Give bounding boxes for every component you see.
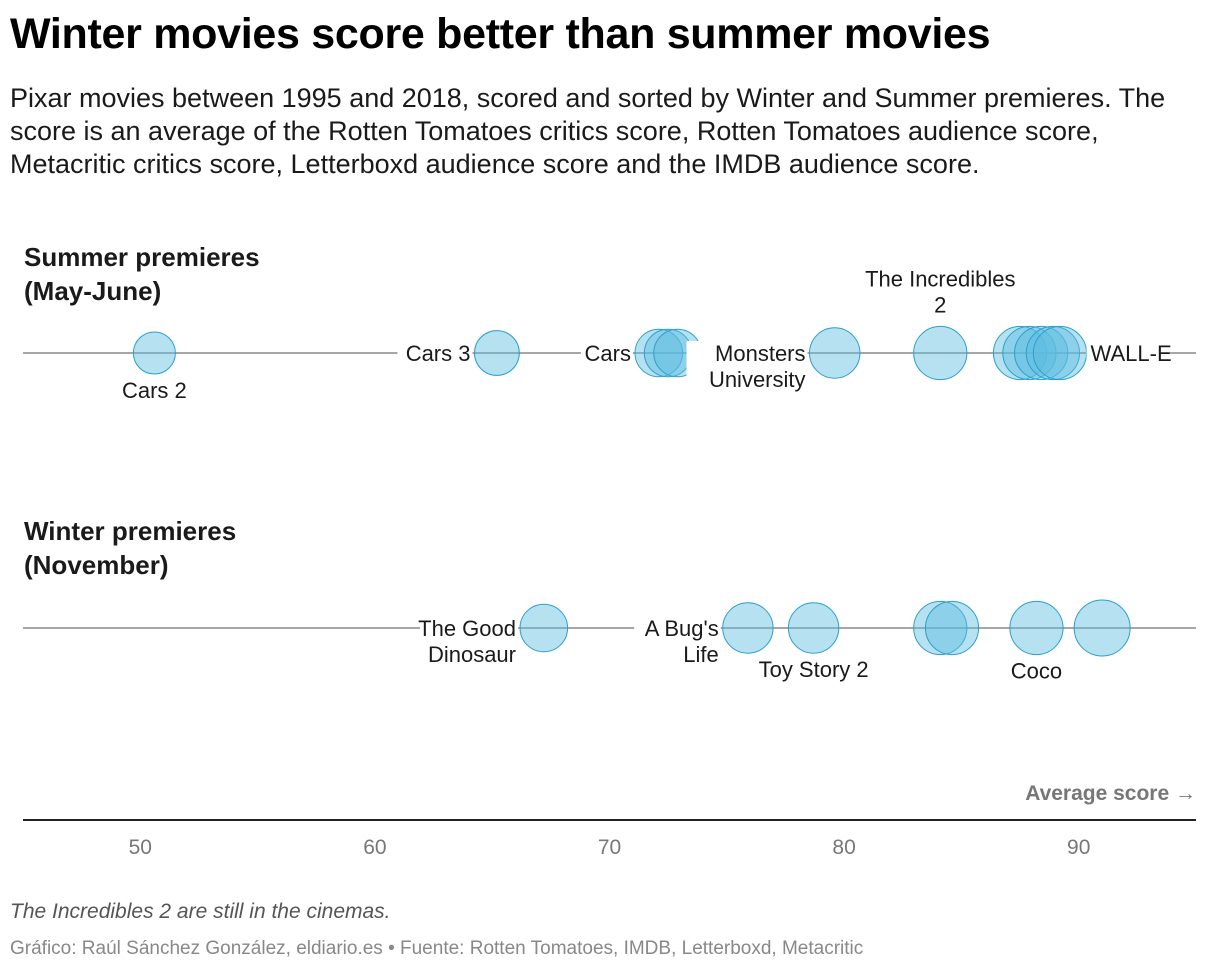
summer-group-period: (May-June) (24, 276, 162, 306)
point-label-1-0: The Good Dinosaur (418, 616, 516, 667)
bubble-1-6 (1073, 599, 1131, 657)
x-tick-label-70: 70 (598, 836, 621, 859)
x-tick-label-90: 90 (1067, 836, 1090, 859)
winter-group-name: Winter premieres (24, 516, 237, 546)
point-label-0-3: Monsters University (709, 341, 806, 392)
point-label-1-1: A Bug's Life (645, 616, 719, 667)
bubble-1-2 (787, 602, 840, 654)
bubble-0-6 (913, 325, 968, 381)
source-credit: Gráfico: Raúl Sánchez González, eldiario… (10, 938, 864, 959)
bubble-1-4 (924, 600, 980, 656)
label-bg-0-5 (1086, 341, 1162, 367)
bubble-1-0 (519, 603, 569, 653)
summer-group-name: Summer premieres (24, 242, 260, 272)
bubble-0-8 (1002, 325, 1057, 381)
x-tick-label-60: 60 (363, 836, 386, 859)
bubble-0-10 (1025, 325, 1080, 381)
bubble-0-2 (634, 328, 684, 378)
point-label-0-2: Cars (585, 341, 631, 366)
x-tick-label-50: 50 (129, 836, 152, 859)
label-bg-1-1 (634, 616, 721, 668)
label-bg-1-0 (420, 616, 519, 668)
point-label-0-5: WALL-E (1091, 341, 1172, 366)
x-tick-label-80: 80 (832, 836, 855, 859)
beeswarm-chart: Cars 2 Cars 3 Cars Monsters University The In… (23, 266, 1196, 859)
bubble-0-5 (809, 327, 861, 379)
bubble-1-5 (1009, 600, 1064, 656)
bubble-1-1 (722, 602, 774, 654)
footnote: The Incredibles 2 are still in the cinem… (10, 900, 391, 923)
winter-group-label: Winter premieres (November) (24, 514, 236, 582)
bubble-0-11 (1032, 325, 1088, 381)
bubble-1-3 (913, 600, 968, 656)
point-label-0-0: Cars 2 (122, 378, 187, 403)
point-label-1-3: Coco (1011, 659, 1062, 684)
point-label-0-1: Cars 3 (406, 341, 471, 366)
summer-group-label: Summer premieres (May-June) (24, 240, 260, 308)
label-bg-0-1 (397, 341, 473, 367)
point-label-1-2: Toy Story 2 (759, 657, 869, 682)
x-axis-title: Average score → (1025, 782, 1196, 805)
point-label-0-4: The Incredibles 2 (865, 266, 1015, 317)
bubble-0-9 (1014, 325, 1069, 381)
bubble-0-1 (473, 330, 520, 376)
chart-subtitle: Pixar movies between 1995 and 2018, scor… (10, 83, 1166, 179)
label-bg-0-3 (686, 341, 808, 393)
label-bg-0-2 (580, 341, 633, 367)
winter-group-period: (November) (24, 550, 169, 580)
chart-title: Winter movies score better than summer m… (10, 10, 991, 58)
bubble-0-0 (132, 331, 176, 375)
